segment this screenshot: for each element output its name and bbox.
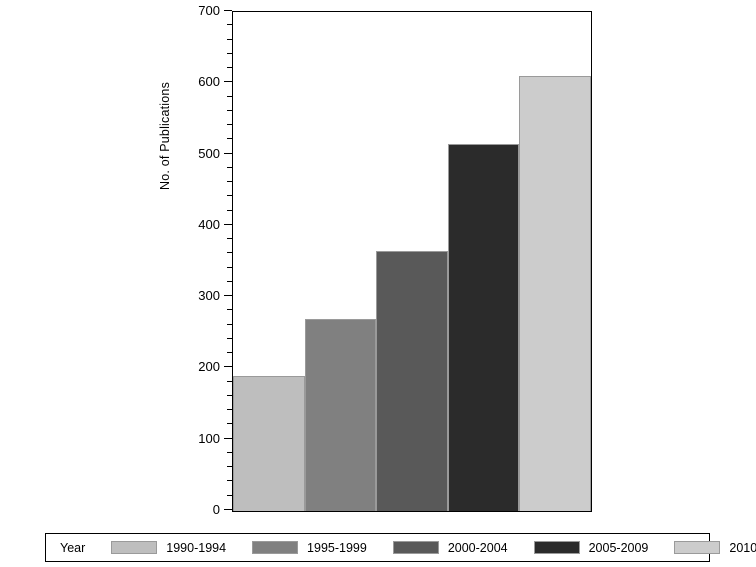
legend-entry-2005-2009[interactable]: 2005-2009 xyxy=(533,540,649,555)
y-tick-major xyxy=(224,152,232,154)
legend: Year 1990-1994 1995-1999 2000-2004 2005-200… xyxy=(45,533,756,562)
legend-label-2000-2004: 2000-2004 xyxy=(447,540,508,555)
y-tick-major xyxy=(224,10,232,11)
y-tick-label-500: 500 xyxy=(198,145,220,161)
y-axis-title: No. of Publications xyxy=(158,81,172,190)
y-tick-major xyxy=(224,437,232,439)
bar-2000-2004 xyxy=(376,250,448,511)
legend-swatch-1995-1999 xyxy=(252,541,299,554)
legend-swatch-2010-2014 xyxy=(674,541,721,554)
legend-entry-2000-2004[interactable]: 2000-2004 xyxy=(392,540,508,555)
legend-swatch-2005-2009 xyxy=(533,541,580,554)
legend-entry-2010-2014[interactable]: 2010-2014 xyxy=(674,541,756,555)
y-tick-major xyxy=(224,366,232,368)
y-tick-major xyxy=(224,295,232,297)
legend-entry-1995-1999[interactable]: 1995-1999 xyxy=(252,541,367,555)
legend-label-2005-2009: 2005-2009 xyxy=(588,540,649,555)
legend-label-1995-1999: 1995-1999 xyxy=(307,540,367,555)
bar-1990-1994 xyxy=(233,375,305,511)
bar-2010-2014 xyxy=(519,76,591,511)
y-tick-label-700: 700 xyxy=(198,3,220,18)
y-tick-label-200: 200 xyxy=(198,359,220,375)
bar-1995-1999 xyxy=(304,318,377,511)
y-tick-major xyxy=(224,509,232,510)
bar-group xyxy=(233,12,591,511)
legend-swatch-1990-1994 xyxy=(111,541,158,554)
y-tick-label-600: 600 xyxy=(198,74,220,90)
legend-entry-1990-1994[interactable]: 1990-1994 xyxy=(111,541,226,555)
y-tick-major xyxy=(224,223,232,225)
y-tick-label-300: 300 xyxy=(198,288,220,304)
legend-label-2010-2014: 2010-2014 xyxy=(729,540,756,555)
bar-2005-2009 xyxy=(447,143,520,511)
legend-title: Year xyxy=(60,540,86,555)
y-tick-major xyxy=(224,81,232,83)
y-tick-label-100: 100 xyxy=(198,430,220,446)
y-tick-label-0: 0 xyxy=(212,502,220,517)
legend-label-1990-1994: 1990-1994 xyxy=(166,540,227,555)
y-tick-label-400: 400 xyxy=(198,216,220,232)
legend-swatch-2000-2004 xyxy=(392,541,439,554)
plot-area xyxy=(232,11,592,512)
y-axis: 0 100 200 300 400 500 600 700 xyxy=(0,0,232,567)
